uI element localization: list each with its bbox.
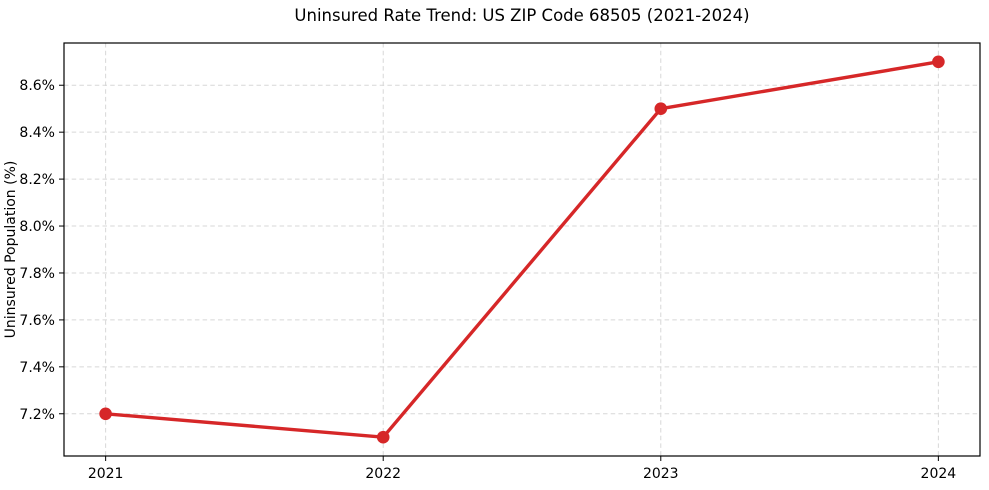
y-tick-label: 7.2% <box>19 407 55 423</box>
plot-border <box>63 42 981 457</box>
axis-tick-labels: 7.2% 7.4% 7.6% 7.8% 8.0% 8.2% 8.4% 8.6% 2021 2022… <box>19 78 956 482</box>
gridlines <box>64 43 980 456</box>
data-point-2021 <box>99 407 112 421</box>
y-axis-label: Uninsured Population (%) <box>3 161 19 339</box>
data-point-2023 <box>654 102 668 115</box>
y-tick-label: 7.6% <box>19 313 55 329</box>
x-tick-label: 2022 <box>365 466 401 482</box>
x-tick-label: 2024 <box>921 466 957 482</box>
x-tick-label: 2023 <box>643 466 679 482</box>
data-series <box>99 55 945 444</box>
y-tick-label: 7.4% <box>19 360 55 376</box>
chart-title: Uninsured Rate Trend: US ZIP Code 68505 … <box>294 6 749 25</box>
y-tick-label: 7.8% <box>19 266 55 282</box>
x-tick-label: 2021 <box>88 466 124 482</box>
y-tick-label: 8.4% <box>19 125 55 141</box>
y-tick-label: 8.2% <box>19 172 55 188</box>
y-tick-label: 8.0% <box>19 219 55 235</box>
axis-ticks <box>59 84 939 461</box>
trend-line <box>103 60 941 439</box>
y-tick-label: 8.6% <box>19 78 55 94</box>
data-point-2022 <box>376 430 390 444</box>
data-point-2024 <box>932 55 945 69</box>
